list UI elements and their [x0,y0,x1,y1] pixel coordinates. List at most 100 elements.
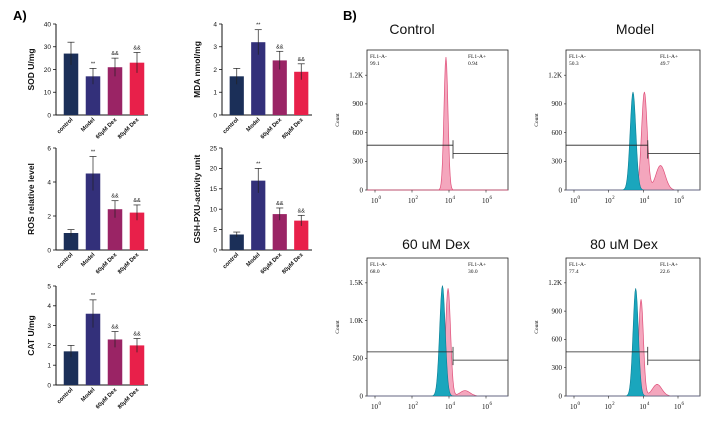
y-tick-label: 600 [353,129,364,137]
significance-label: ** [256,23,261,29]
category-label: control [222,117,240,135]
bar [229,76,244,115]
bar [129,345,145,385]
y-tick-label: 2 [213,67,217,74]
y-tick-label: 300 [552,364,563,372]
bar-chart-4: 0 5 10 15 20 25 GSH-PXU-activity unit control **… [192,145,312,276]
y-tick-label: 1 [47,363,51,370]
histogram-title: 80 uM Dex [590,236,658,252]
bar [63,351,79,385]
y-tick-label: 1.2K [548,279,562,287]
gate-left-value: 50.3 [569,61,579,67]
y-tick-label: 15 [210,186,218,193]
category-label: Model [80,387,96,403]
category-label: control [56,252,74,270]
bar [129,62,145,115]
significance-label: && [133,45,141,51]
y-tick-label: 300 [552,158,563,166]
plot-frame [366,49,509,191]
y-axis-label: Count [335,320,341,334]
bar [272,214,287,250]
y-axis-label: Count [335,113,341,127]
x-tick-exponent: 6 [490,196,493,201]
bar [107,67,123,115]
x-tick-base: 10 [674,197,682,205]
y-tick-label: 900 [552,100,563,108]
bar-chart-1: 0 10 20 30 40 SOD U/mg control ** Model && 60μM De… [26,21,148,141]
y-tick-label: 1.5K [349,279,363,287]
y-tick-label: 20 [210,166,218,173]
bar-chart-5: 0 1 2 3 4 5 CAT U/mg control ** Model && 60μM Dex &&… [26,283,148,411]
y-tick-label: 4 [47,179,51,186]
y-tick-label: 3 [47,323,51,330]
histogram-1: Control FL1-A-99.1 FL1-A+0.94 0 300 600 900 1.2… [335,21,509,205]
x-tick-base: 10 [445,197,453,205]
x-tick-base: 10 [570,403,578,411]
y-tick-label: 600 [552,336,563,344]
y-tick-label: 30 [44,44,52,51]
category-label: Model [246,252,262,268]
bar [107,339,123,385]
category-label: 80μM Dex [117,117,141,141]
category-label: control [222,252,240,270]
x-tick-exponent: 2 [416,402,419,407]
y-tick-label: 0 [360,186,364,194]
y-axis-label: ROS relative level [26,163,36,235]
histogram-3: 60 uM Dex FL1-A-68.0 FL1-A+30.0 0 500 1.0K 1.5… [335,236,509,411]
y-tick-label: 25 [210,145,218,152]
category-label: 60μM Dex [260,117,284,141]
y-tick-label: 0 [213,112,217,119]
y-tick-label: 4 [213,21,217,28]
y-tick-label: 6 [47,145,51,152]
x-tick-exponent: 0 [379,196,382,201]
bar [294,220,309,250]
y-tick-label: 0 [360,392,364,400]
y-axis-label: CAT U/mg [26,315,36,355]
bar [251,42,266,116]
significance-label: ** [91,293,96,299]
y-tick-label: 4 [47,303,51,310]
gate-right-label: FL1-A+ [660,262,678,268]
x-tick-exponent: 4 [453,196,456,201]
gate-right-label: FL1-A+ [468,54,486,60]
y-tick-label: 10 [210,207,218,214]
y-tick-label: 1.2K [349,72,363,80]
y-axis-label: GSH-PXU-activity unit [192,154,202,243]
x-tick-exponent: 0 [379,402,382,407]
bar [107,209,123,250]
cyan-histogram-peak [566,288,700,397]
bar [251,180,266,250]
x-tick-base: 10 [408,403,416,411]
x-tick-exponent: 0 [578,196,581,201]
x-tick-exponent: 0 [578,402,581,407]
significance-label: && [111,325,119,331]
y-tick-label: 40 [44,21,52,28]
y-tick-label: 3 [213,44,217,51]
y-axis-label: Count [534,113,540,127]
gate-right-value: 0.94 [468,61,478,67]
gate-right-label: FL1-A+ [468,262,486,268]
x-tick-base: 10 [371,197,379,205]
y-tick-label: 0 [213,247,217,254]
bar [272,60,287,115]
x-tick-base: 10 [371,403,379,411]
gate-right-label: FL1-A+ [660,54,678,60]
x-tick-exponent: 2 [612,402,615,407]
category-label: Model [80,117,96,133]
category-label: 80μM Dex [117,252,141,276]
panel-b-label: B) [343,8,357,23]
y-tick-label: 900 [552,307,563,315]
y-axis-label: SOD U/mg [26,48,36,90]
x-tick-base: 10 [570,197,578,205]
cyan-histogram-peak [566,91,700,191]
gate-right-value: 22.6 [660,269,670,275]
gate-left-label: FL1-A- [569,54,586,60]
x-tick-exponent: 6 [490,402,493,407]
x-tick-base: 10 [445,403,453,411]
bar [63,53,79,115]
x-tick-base: 10 [605,197,613,205]
x-tick-exponent: 4 [647,196,650,201]
histogram-title: Control [389,21,434,37]
